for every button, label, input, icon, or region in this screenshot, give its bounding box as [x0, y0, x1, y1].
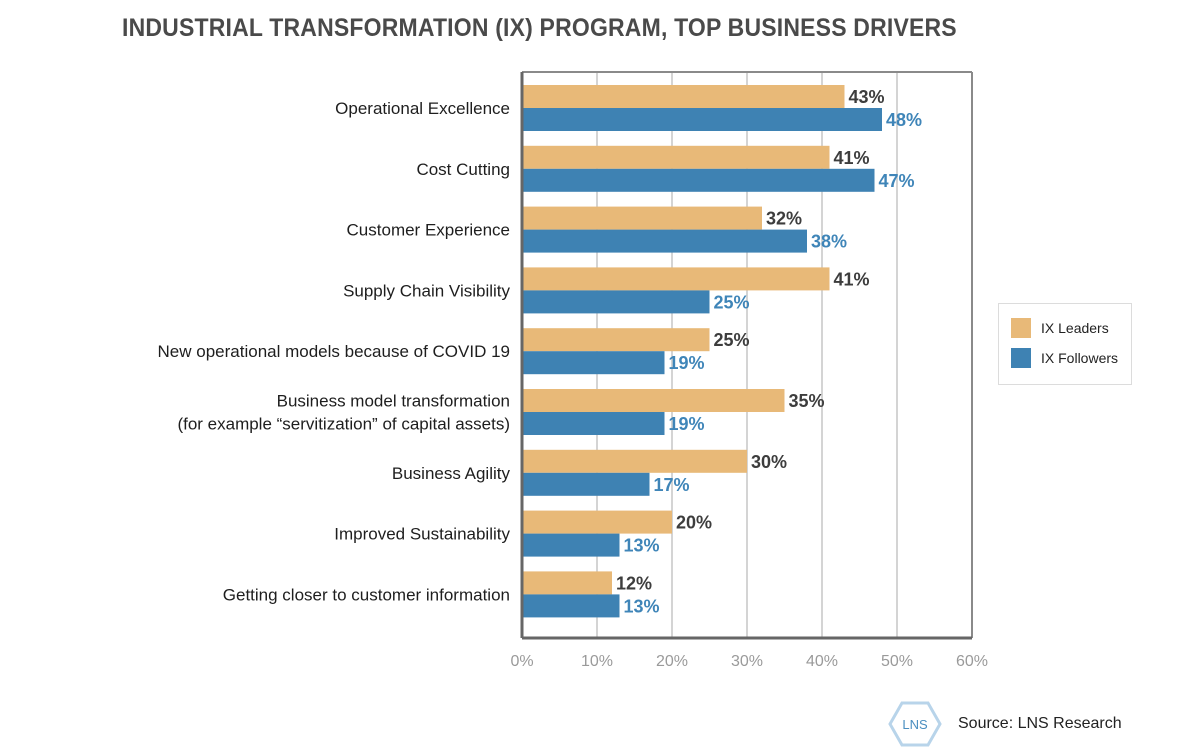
value-label-followers: 48%	[886, 110, 922, 130]
value-label-leaders: 43%	[849, 87, 885, 107]
bar-leaders	[522, 267, 830, 291]
bar-followers	[522, 533, 620, 557]
value-label-followers: 13%	[624, 536, 660, 556]
legend-label-leaders: IX Leaders	[1041, 320, 1109, 336]
x-tick-label: 30%	[731, 653, 763, 670]
value-label-followers: 17%	[654, 475, 690, 495]
axes	[520, 71, 973, 640]
category-label: New operational models because of COVID …	[158, 342, 510, 361]
value-label-leaders: 35%	[789, 391, 825, 411]
category-label: Cost Cutting	[416, 160, 510, 179]
bar-followers	[522, 108, 882, 131]
value-label-followers: 47%	[879, 171, 915, 191]
logo-text: LNS	[902, 717, 928, 732]
bars	[522, 85, 882, 618]
bar-leaders	[522, 328, 710, 352]
bar-followers	[522, 168, 875, 192]
bar-leaders	[522, 571, 612, 595]
bar-leaders	[522, 145, 830, 169]
bar-followers	[522, 412, 665, 435]
source-text: Source: LNS Research	[958, 715, 1122, 732]
x-tick-label: 40%	[806, 653, 838, 670]
value-label-followers: 38%	[811, 232, 847, 252]
category-label: Business Agility	[392, 464, 511, 483]
bar-followers	[522, 351, 665, 375]
category-label: (for example “servitization” of capital …	[177, 415, 510, 434]
bar-leaders	[522, 85, 845, 108]
x-tick-label: 10%	[581, 653, 613, 670]
tick-labels: 0% 10% 20% 30% 40% 50% 60%	[510, 653, 988, 670]
value-label-leaders: 30%	[751, 452, 787, 472]
category-label: Improved Sustainability	[334, 525, 510, 544]
value-label-leaders: 41%	[834, 148, 870, 168]
value-label-leaders: 41%	[834, 269, 870, 289]
legend-swatch-leaders	[1011, 318, 1031, 338]
x-tick-label: 0%	[510, 653, 533, 670]
bar-leaders	[522, 206, 762, 230]
value-label-followers: 19%	[669, 414, 705, 434]
bar-leaders	[522, 389, 785, 412]
value-label-leaders: 32%	[766, 209, 802, 229]
legend: IX Leaders IX Followers	[998, 303, 1132, 385]
bar-followers	[522, 594, 620, 618]
chart-title: INDUSTRIAL TRANSFORMATION (IX) PROGRAM, …	[122, 14, 957, 42]
category-label: Supply Chain Visibility	[343, 281, 510, 300]
value-labels: 43%48% 41% 47% 32% 38% 41% 25% 25% 19% 35% 19% 30% 1…	[616, 87, 922, 616]
bar-followers	[522, 290, 710, 314]
value-label-leaders: 25%	[714, 330, 750, 350]
value-label-followers: 25%	[714, 292, 750, 312]
category-label: Operational Excellence	[335, 99, 510, 118]
legend-label-followers: IX Followers	[1041, 350, 1119, 366]
x-tick-label: 20%	[656, 653, 688, 670]
category-label: Customer Experience	[347, 221, 510, 240]
bar-leaders	[522, 449, 747, 473]
category-label: Getting closer to customer information	[223, 585, 510, 604]
legend-swatch-followers	[1011, 348, 1031, 368]
bar-followers	[522, 472, 650, 496]
category-label: Business model transformation	[277, 392, 510, 411]
legend-item-leaders: IX Leaders	[1011, 318, 1109, 338]
value-label-leaders: 20%	[676, 513, 712, 533]
value-label-followers: 19%	[669, 353, 705, 373]
value-label-leaders: 12%	[616, 573, 652, 593]
lns-logo-icon: LNS	[888, 701, 942, 747]
source-attribution: LNS Source: LNS Research	[888, 700, 1122, 748]
category-labels: Operational Excellence Cost Cutting Custom…	[158, 99, 511, 604]
bar-followers	[522, 229, 807, 253]
value-label-followers: 13%	[624, 596, 660, 616]
x-tick-label: 50%	[881, 653, 913, 670]
legend-item-followers: IX Followers	[1011, 348, 1118, 368]
x-tick-label: 60%	[956, 653, 988, 670]
bar-leaders	[522, 510, 672, 534]
